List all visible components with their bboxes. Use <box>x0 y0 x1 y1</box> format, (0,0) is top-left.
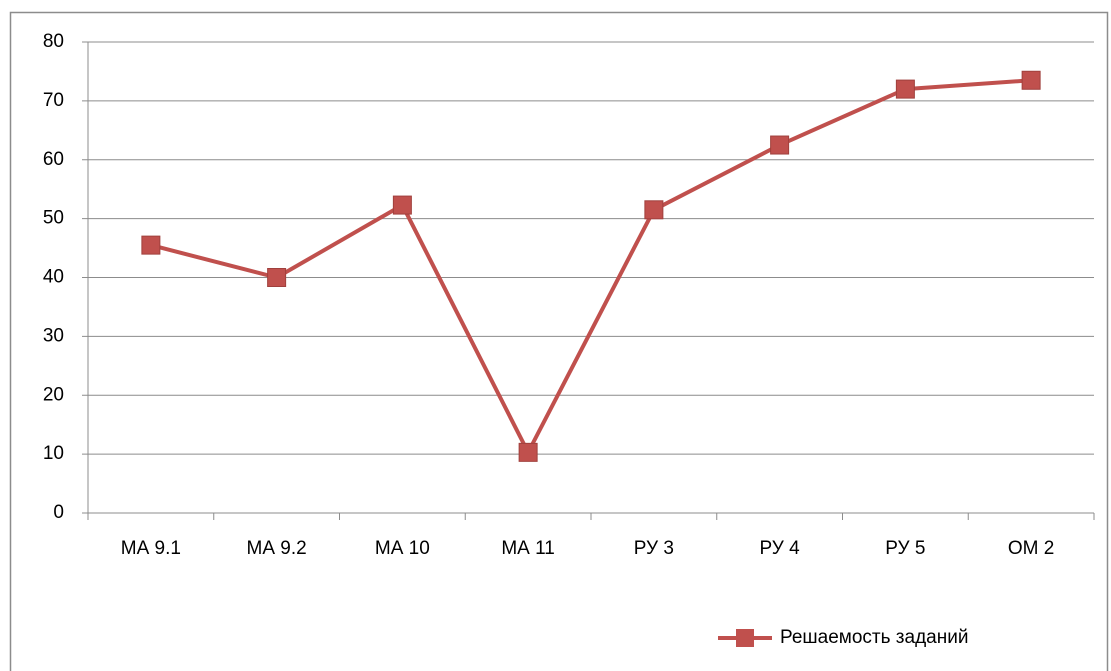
data-marker <box>895 79 915 99</box>
x-tick-label: МА 9.1 <box>121 538 181 559</box>
x-tick-label: РУ 5 <box>885 538 925 559</box>
data-marker <box>141 235 161 255</box>
y-tick-label: 0 <box>53 502 64 523</box>
x-tick-label: МА 9.2 <box>247 538 307 559</box>
data-marker <box>1021 70 1041 90</box>
y-tick-label: 70 <box>43 90 64 111</box>
data-marker <box>518 442 538 462</box>
x-tick-label: РУ 3 <box>634 538 674 559</box>
chart-frame <box>9 11 1109 671</box>
data-line <box>150 78 1032 455</box>
y-tick-label: 10 <box>43 443 64 464</box>
data-marker <box>267 268 287 287</box>
data-marker <box>392 195 412 215</box>
y-tick-label: 40 <box>43 267 64 288</box>
x-tick-label: ОМ 2 <box>1008 538 1054 559</box>
data-marker <box>644 200 664 220</box>
y-tick-label: 30 <box>43 325 64 346</box>
y-tick-label: 60 <box>43 149 64 170</box>
y-tick-label: 80 <box>43 31 64 52</box>
legend-marker <box>736 629 754 647</box>
x-tick-label: РУ 4 <box>760 538 801 559</box>
y-tick-label: 20 <box>43 384 64 405</box>
y-tick-label: 50 <box>43 208 64 229</box>
x-tick-label: МА 10 <box>375 538 430 559</box>
x-tick-label: МА 11 <box>501 538 555 559</box>
legend-label: Решаемость заданий <box>780 627 968 648</box>
data-marker <box>770 135 790 155</box>
